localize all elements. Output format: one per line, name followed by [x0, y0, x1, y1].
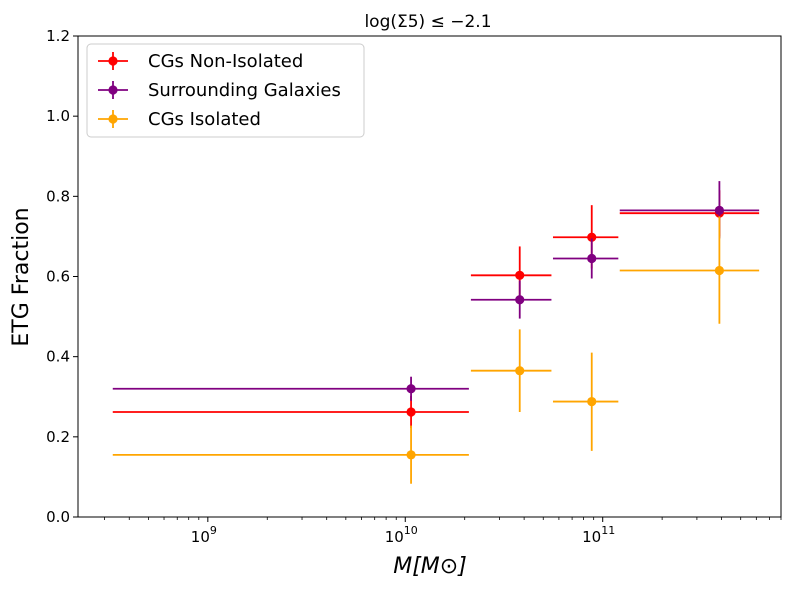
data-point — [406, 407, 416, 417]
legend-label: CGs Non-Isolated — [148, 51, 303, 72]
x-tick-label: 1011 — [582, 524, 615, 546]
y-tick-label: 1.0 — [46, 107, 70, 125]
legend-marker — [108, 56, 118, 66]
x-axis-ticks: 109 1010 1011 — [191, 517, 615, 546]
legend: CGs Non-Isolated Surrounding Galaxies CGs … — [86, 43, 365, 138]
y-tick-label: 0.6 — [46, 268, 70, 286]
legend-marker — [108, 85, 118, 95]
data-point — [406, 450, 416, 460]
x-tick-exponent: 9 — [210, 524, 217, 537]
data-point — [406, 384, 416, 394]
legend-box — [86, 43, 365, 138]
x-tick-exponent: 10 — [404, 524, 418, 537]
data-point — [587, 253, 597, 264]
data-point — [714, 205, 724, 215]
legend-marker — [108, 114, 118, 124]
y-tick-label: 0.4 — [46, 348, 70, 366]
series-1 — [112, 181, 760, 401]
y-axis-label: ETG Fraction — [9, 207, 34, 346]
plot-marks — [112, 181, 760, 484]
data-point — [587, 396, 597, 407]
legend-label: Surrounding Galaxies — [148, 80, 341, 101]
y-tick-label: 0.8 — [46, 187, 70, 205]
data-point — [587, 232, 597, 242]
y-tick-label: 0.0 — [46, 508, 70, 526]
x-tick-base: 10 — [191, 528, 210, 546]
y-tick-label: 1.2 — [46, 27, 70, 45]
x-axis-label: M[M⊙] — [393, 554, 467, 579]
legend-label: CGs Isolated — [148, 109, 261, 130]
data-point — [515, 366, 525, 376]
x-tick-label: 1010 — [385, 524, 418, 546]
chart-title: log(Σ5) ≤ −2.1 — [364, 12, 491, 32]
x-tick-base: 10 — [385, 528, 404, 546]
x-tick-exponent: 11 — [601, 524, 615, 537]
y-axis-ticks: 0.0 0.2 0.4 0.6 0.8 1.0 1.2 — [46, 27, 78, 526]
y-tick-label: 0.2 — [46, 428, 70, 446]
series-0 — [112, 190, 760, 429]
x-tick-base: 10 — [582, 528, 601, 546]
data-point — [515, 295, 525, 305]
data-point — [714, 265, 724, 276]
x-tick-label: 109 — [191, 524, 217, 546]
plot-frame — [77, 35, 782, 518]
series-2 — [112, 216, 760, 484]
data-point — [515, 270, 525, 280]
